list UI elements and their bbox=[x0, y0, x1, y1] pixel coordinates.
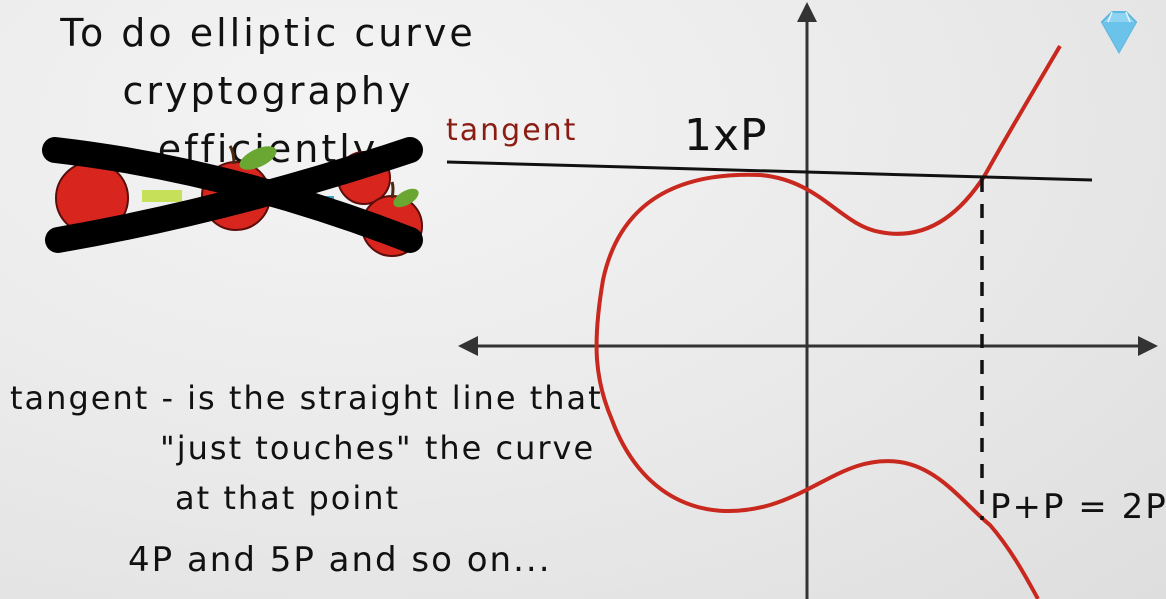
point-label: 1xP bbox=[684, 110, 768, 161]
cross-stroke bbox=[45, 137, 423, 253]
decoration-icon bbox=[142, 190, 182, 202]
definition-line-3: at that point bbox=[175, 479, 401, 517]
definition-line-2: "just touches" the curve bbox=[160, 429, 596, 467]
heading-line-1: To do elliptic curve bbox=[60, 11, 476, 55]
cross-stroke bbox=[42, 137, 423, 253]
elliptic-curve bbox=[594, 44, 1062, 599]
x-axis-arrow-right bbox=[1138, 336, 1158, 356]
x-axis-arrow-left bbox=[458, 336, 478, 356]
diamond-icon bbox=[1100, 11, 1138, 55]
tangent-line bbox=[446, 160, 1093, 182]
tangent-label: tangent bbox=[446, 113, 577, 148]
y-axis-arrow-up bbox=[797, 2, 817, 22]
definition-line-1: tangent - is the straight line that bbox=[10, 379, 603, 417]
continuation-text: 4P and 5P and so on... bbox=[128, 540, 552, 580]
result-label: P+P = 2P bbox=[990, 487, 1166, 527]
